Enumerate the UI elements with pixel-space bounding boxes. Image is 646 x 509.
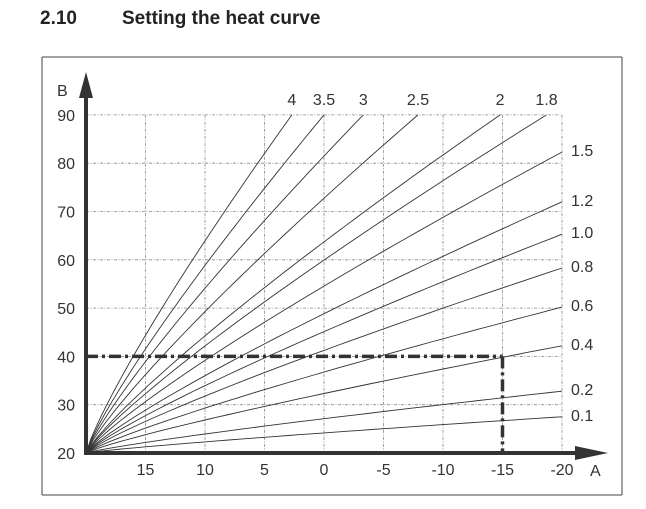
y-tick-label: 70	[57, 205, 75, 222]
heat-curve-1.2	[85, 201, 563, 454]
x-tick-label: 15	[137, 462, 155, 479]
y-axis-arrow-icon	[79, 72, 93, 98]
heat-curve-1.5	[85, 151, 563, 454]
curve-label: 1.8	[535, 92, 557, 109]
y-tick-label: 60	[57, 253, 75, 270]
y-tick-label: 30	[57, 398, 75, 415]
curve-label: 4	[287, 92, 296, 109]
heat-curve-0.8	[85, 267, 563, 454]
section-title: Setting the heat curve	[122, 8, 321, 29]
curve-label: 1.0	[571, 225, 593, 242]
x-tick-label: 5	[260, 462, 269, 479]
y-tick-label: 90	[57, 108, 75, 125]
y-tick-label: 80	[57, 156, 75, 173]
curve-label: 3.5	[313, 92, 335, 109]
heat-curve-1.8	[85, 114, 547, 454]
heat-curve-4	[85, 114, 293, 454]
curve-label: 0.1	[571, 408, 593, 425]
x-tick-label: -5	[376, 462, 390, 479]
curve-label: 3	[359, 92, 368, 109]
x-tick-label: -20	[550, 462, 573, 479]
x-axis-label: A	[590, 463, 601, 480]
curve-label: 2	[496, 92, 505, 109]
x-tick-label: 0	[320, 462, 329, 479]
section-number: 2.10	[40, 8, 77, 29]
heat-curve-0.6	[85, 306, 563, 454]
heat-curve-3	[85, 114, 364, 454]
y-tick-label: 40	[57, 349, 75, 366]
heat-curve-1.0	[85, 233, 563, 454]
x-tick-label: 10	[196, 462, 214, 479]
x-tick-label: -15	[491, 462, 514, 479]
curve-label: 0.6	[571, 298, 593, 315]
curve-label: 1.5	[571, 143, 593, 160]
curve-label: 0.4	[571, 337, 593, 354]
curve-label: 0.2	[571, 382, 593, 399]
x-tick-label: -10	[431, 462, 454, 479]
heat-curve-0.2	[85, 390, 563, 454]
y-tick-label: 50	[57, 301, 75, 318]
curve-label: 1.2	[571, 193, 593, 210]
y-axis-label: B	[57, 83, 68, 100]
heat-curve-2	[85, 114, 501, 454]
heat-curve-3.5	[85, 114, 325, 454]
x-axis-arrow-icon	[575, 446, 608, 460]
heat-curve-0.4	[85, 345, 563, 454]
heat-curve-2.5	[85, 114, 419, 454]
y-tick-label: 20	[57, 446, 75, 463]
curve-label: 0.8	[571, 259, 593, 276]
heat-curve-0.1	[85, 416, 563, 454]
curve-label: 2.5	[407, 92, 429, 109]
